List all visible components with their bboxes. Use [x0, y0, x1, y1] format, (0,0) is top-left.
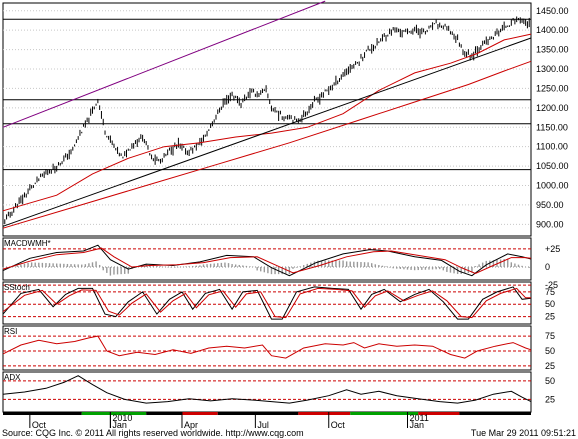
- rsi-tick-label: 25: [545, 361, 555, 371]
- macdwmh-tick-label: +25: [545, 244, 560, 254]
- rsi-series-red: [2, 335, 532, 359]
- price-tick-label: 1100.00: [536, 142, 568, 152]
- time-axis-month-label: Oct: [32, 420, 47, 430]
- time-axis-segment: [418, 412, 460, 415]
- sstoch-label: SStoch: [4, 283, 30, 292]
- macdwmh-series-black: [2, 244, 532, 277]
- time-axis-segment: [181, 412, 218, 415]
- time-axis-segment: [298, 412, 351, 415]
- footer-source: Source: CQG Inc. © 2011 All rights reser…: [2, 428, 304, 438]
- price-tick-label: 1350.00: [536, 45, 569, 55]
- macdwmh-series-red: [2, 247, 532, 275]
- time-axis-segment: [81, 412, 147, 415]
- time-axis-segment: [146, 412, 182, 415]
- price-tick-label: 1400.00: [536, 25, 569, 35]
- pane-frame-1: [2, 237, 532, 281]
- pane-frame-4: [2, 371, 532, 413]
- adx-series-black: [2, 375, 532, 404]
- pane-frame-0: [2, 2, 532, 237]
- time-axis-month-label: Oct: [331, 420, 346, 430]
- time-axis-month-label: Jan: [112, 420, 127, 430]
- time-axis-month-label: Jan: [410, 420, 425, 430]
- sstoch-series-red: [2, 287, 531, 319]
- time-axis-segment: [350, 412, 419, 415]
- price-series-red-moving-average-slow: [2, 60, 532, 229]
- time-axis-month-label: Apr: [184, 420, 198, 430]
- time-axis-segment: [217, 412, 299, 415]
- time-axis-year-label: 2010: [112, 413, 132, 423]
- macdwmh-tick-label: 0: [545, 262, 550, 272]
- indicator-panes: +25 0 -25 MACDWMH* 75 50 25 SStoch 75 50 25 RSI 50 25…: [2, 239, 560, 404]
- price-tick-label: 1050.00: [536, 161, 569, 171]
- time-axis-segment: [3, 412, 82, 415]
- price-tick-label: 1200.00: [536, 103, 569, 113]
- price-tick-label: 1300.00: [536, 64, 569, 74]
- adx-tick-label: 25: [545, 394, 555, 404]
- sstoch-tick-label: 25: [545, 312, 555, 322]
- time-axis-segment: [459, 412, 531, 415]
- footer-timestamp: Tue Mar 29 2011 09:51:21: [471, 428, 576, 438]
- price-tick-label: 1000.00: [536, 181, 569, 191]
- price-tick-label: 1250.00: [536, 83, 569, 93]
- rsi-label: RSI: [4, 327, 17, 336]
- sstoch-tick-label: 75: [545, 287, 555, 297]
- price-chart: 1450.00 1400.00 1350.00 1300.00 1250.00 1200.…: [2, 0, 569, 229]
- price-tick-label: 1150.00: [536, 122, 568, 132]
- adx-label: ADX: [4, 373, 21, 382]
- time-axis-year-label: 2011: [410, 413, 429, 423]
- time-axis-month-label: Jul: [257, 420, 269, 430]
- price-series-black-trendline: [2, 37, 532, 227]
- price-tick-label: 900.00: [536, 219, 564, 229]
- rsi-tick-label: 75: [545, 331, 555, 341]
- price-tick-label: 1450.00: [536, 6, 569, 16]
- pane-frame-3: [2, 325, 532, 371]
- price-series-purple-channel-upper: [2, 0, 326, 128]
- price-series-red-moving-average-fast: [2, 33, 532, 212]
- sstoch-series-black: [2, 286, 532, 320]
- price-tick-label: 950.00: [536, 200, 564, 210]
- sstoch-tick-label: 50: [545, 299, 555, 309]
- rsi-tick-label: 50: [545, 346, 555, 356]
- macdwmh-label: MACDWMH*: [4, 239, 51, 248]
- adx-tick-label: 50: [545, 376, 555, 386]
- macdwmh-tick-label: -25: [545, 280, 558, 290]
